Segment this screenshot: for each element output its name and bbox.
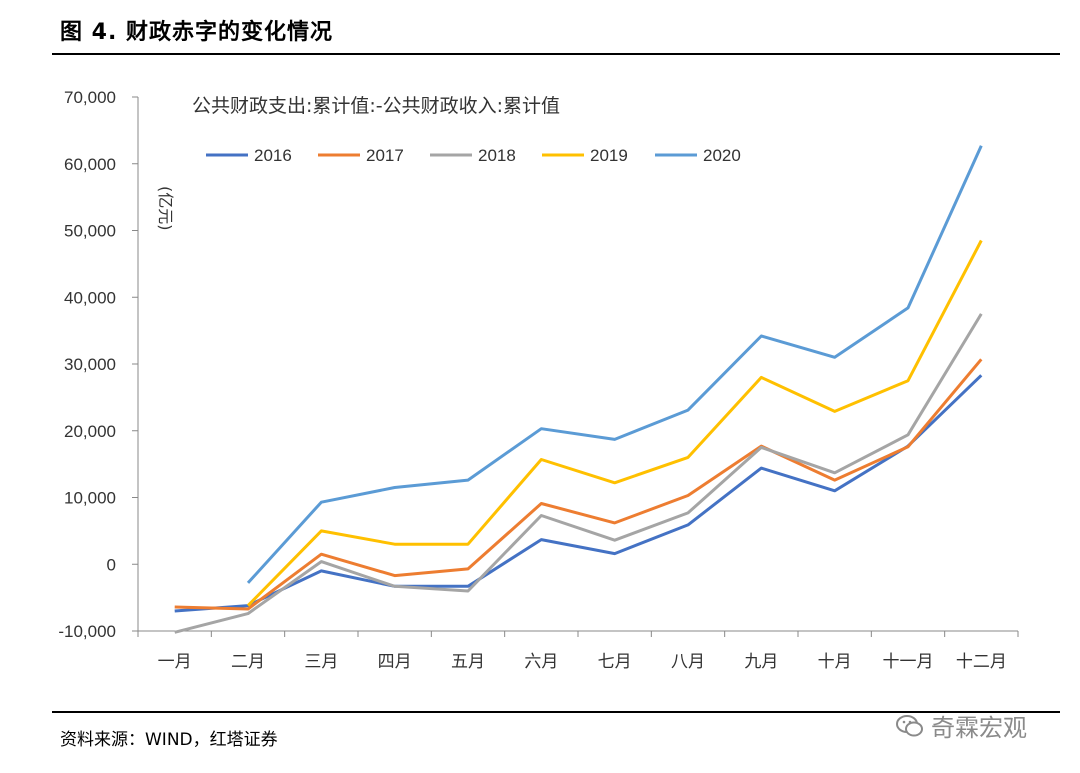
- x-category-label: 七月: [598, 652, 632, 672]
- legend-label-2018: 2018: [478, 146, 516, 165]
- series-line-2017: [174, 358, 983, 611]
- series-line-2020: [246, 145, 983, 584]
- legend-label-2017: 2017: [366, 146, 404, 165]
- figure-title: 图 4. 财政赤字的变化情况: [60, 20, 333, 45]
- x-category-label: 八月: [671, 652, 705, 672]
- x-category-label: 四月: [378, 652, 412, 672]
- y-tick-label: 30,000: [64, 355, 116, 374]
- legend: 2016 2017 2018 2019 2020: [206, 146, 741, 165]
- x-category-label: 十月: [818, 652, 852, 672]
- x-category-label: 十一月: [883, 652, 934, 672]
- bottom-rule: [52, 711, 1060, 713]
- series-lines: [174, 145, 983, 634]
- y-axis-unit-label: (亿元): [156, 186, 175, 231]
- wechat-icon: [896, 714, 923, 736]
- source-note: 资料来源：WIND，红塔证券: [60, 730, 278, 750]
- legend-label-2019: 2019: [590, 146, 628, 165]
- watermark: 奇霖宏观: [895, 708, 1027, 743]
- x-category-label: 五月: [451, 652, 485, 672]
- x-category-label: 六月: [524, 652, 558, 672]
- y-tick-label: -10,000: [58, 622, 116, 641]
- chart-title: 公共财政支出:累计值:-公共财政收入:累计值: [192, 95, 560, 117]
- x-category-label: 十二月: [956, 652, 1007, 672]
- x-category-label: 一月: [158, 652, 192, 672]
- y-tick-label: 10,000: [64, 489, 116, 508]
- series-line-2016: [174, 374, 983, 613]
- y-tick-label: 0: [107, 555, 116, 574]
- watermark-text: 奇霖宏观: [931, 714, 1027, 742]
- x-category-label: 九月: [744, 652, 778, 672]
- x-category-label: 二月: [231, 652, 265, 672]
- top-rule: [52, 53, 1060, 55]
- chart-axes: [132, 96, 1019, 637]
- y-tick-labels: -10,000 0 10,000 20,000 30,000 40,000 50,000 60…: [58, 88, 116, 641]
- y-tick-label: 60,000: [64, 155, 116, 174]
- series-line-2019: [246, 239, 983, 607]
- series-line-2018: [174, 313, 983, 634]
- x-category-label: 三月: [304, 652, 338, 672]
- x-category-labels: 一月 二月 三月 四月 五月 六月 七月 八月 九月 十月 十一月 十二月: [158, 652, 1007, 672]
- legend-label-2020: 2020: [703, 146, 741, 165]
- y-tick-label: 50,000: [64, 222, 116, 241]
- y-tick-label: 70,000: [64, 88, 116, 107]
- y-tick-label: 20,000: [64, 422, 116, 441]
- y-tick-label: 40,000: [64, 288, 116, 307]
- legend-label-2016: 2016: [254, 146, 292, 165]
